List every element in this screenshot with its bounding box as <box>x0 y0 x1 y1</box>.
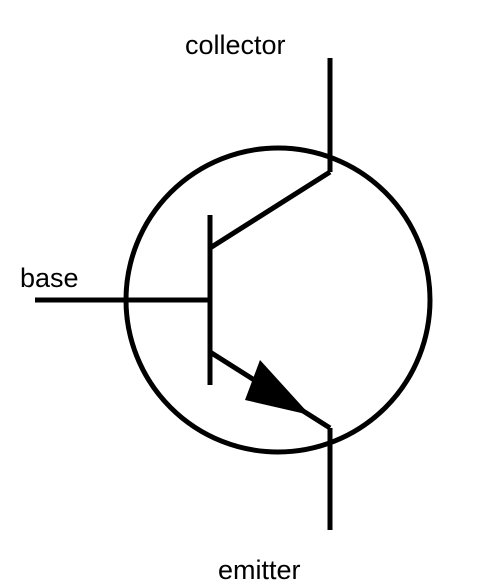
collector-diagonal <box>210 172 330 248</box>
transistor-diagram <box>0 0 500 588</box>
emitter-label: emitter <box>218 555 301 586</box>
emitter-arrow-icon <box>245 360 310 415</box>
base-label: base <box>20 263 79 294</box>
collector-label: collector <box>185 30 286 61</box>
